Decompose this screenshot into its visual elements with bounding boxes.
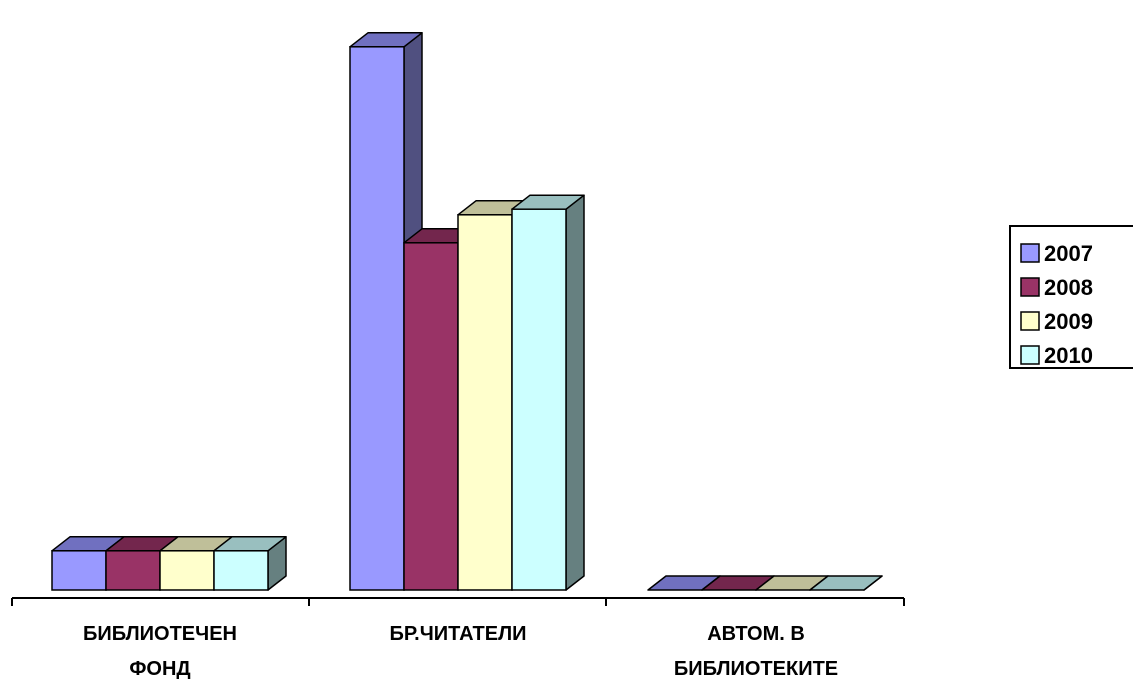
bar-front (403, 242, 459, 591)
bar-front (105, 550, 161, 591)
legend-label: 2010 (1044, 343, 1093, 368)
legend-swatch (1020, 277, 1040, 297)
legend-item-2010: 2010 (1020, 343, 1093, 368)
bar-2007-cat2 (349, 32, 423, 591)
legend-item-2007: 2007 (1020, 241, 1093, 266)
x-axis (11, 597, 905, 606)
x-tick-label: БР.ЧИТАТЕЛИ (389, 623, 526, 645)
bar-front (159, 550, 215, 591)
bar-top (809, 575, 883, 591)
legend-label: 2008 (1044, 275, 1093, 300)
bars-group (51, 32, 883, 591)
x-tick-label: БИБЛИОТЕЧЕН (83, 623, 237, 645)
legend-swatch (1020, 345, 1040, 365)
x-axis-labels: БИБЛИОТЕЧЕН ФОНД БР.ЧИТАТЕЛИ АВТОМ. В БИБЛИО… (83, 623, 838, 680)
bar-2010-cat1 (213, 536, 287, 591)
legend-swatch (1020, 311, 1040, 331)
x-tick-label: ФОНД (129, 658, 190, 680)
legend: 2007 2008 2009 2010 (1009, 225, 1133, 369)
bar-front (349, 46, 405, 591)
legend-label: 2009 (1044, 309, 1093, 334)
x-tick-label: БИБЛИОТЕКИТЕ (674, 658, 838, 680)
bar-2010-cat2 (511, 194, 585, 591)
legend-item-2008: 2008 (1020, 275, 1093, 300)
bar-side (565, 194, 585, 591)
bar-front (457, 214, 513, 591)
bar-front (51, 550, 107, 591)
legend-item-2009: 2009 (1020, 309, 1093, 334)
legend-label: 2007 (1044, 241, 1093, 266)
bar-front (511, 208, 567, 591)
x-tick-label: АВТОМ. В (707, 623, 805, 645)
bar-2010-cat3 (809, 575, 883, 591)
legend-swatch (1020, 243, 1040, 263)
bar-front (213, 550, 269, 591)
